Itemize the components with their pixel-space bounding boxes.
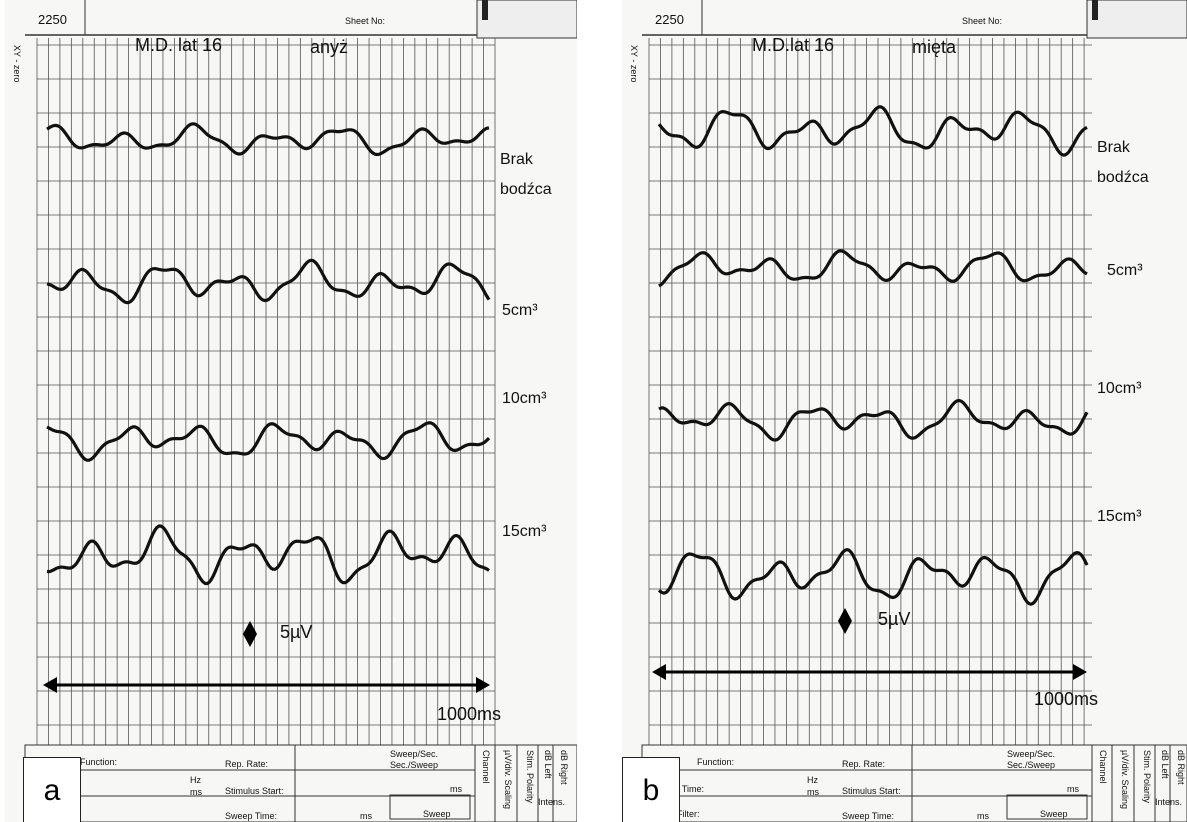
- form-label: / Time:: [677, 784, 705, 794]
- logo-box: [476, 0, 577, 39]
- form-label: Sweep: [1040, 809, 1068, 819]
- form-label: Rep. Rate:: [225, 759, 269, 769]
- sheet-label: Sheet No:: [962, 16, 1003, 26]
- trace-label: 15cm³: [502, 523, 547, 540]
- form-label: Stim. Polarity: [1141, 750, 1152, 804]
- substance: mięta: [912, 37, 957, 57]
- form-label: Stim. Polarity: [524, 750, 535, 804]
- form-label: dB Right: [558, 750, 569, 785]
- sheet-label: Sheet No:: [345, 16, 386, 26]
- trace: [46, 258, 491, 305]
- form-label: Sweep: [423, 809, 451, 819]
- logo-box: [1086, 0, 1187, 39]
- form-label: Sweep Time:: [842, 811, 895, 821]
- trace: [46, 122, 490, 157]
- trace-label: 5cm³: [1107, 262, 1143, 279]
- sweep-box: [389, 794, 471, 820]
- form-label: ms: [1067, 784, 1079, 794]
- form-label: Function:: [80, 757, 118, 767]
- form-label: Stimulus Start:: [842, 786, 901, 796]
- form-label: µV/div. Scaling: [1119, 750, 1130, 810]
- form-label: µV/div. Scaling: [502, 750, 513, 810]
- form-label: Stimulus Start:: [225, 786, 284, 796]
- time-label: 1000ms: [437, 704, 502, 724]
- trace: [658, 249, 1088, 288]
- form-label: Sec./Sweep: [1007, 760, 1056, 770]
- logo-bar: [1092, 0, 1098, 20]
- form-label: Filter:: [677, 809, 700, 819]
- trace-label: 10cm³: [1097, 380, 1142, 397]
- subject: M.D.lat 16: [752, 35, 835, 55]
- substance: anyż: [310, 37, 349, 57]
- time-label: 1000ms: [1034, 689, 1099, 709]
- form-label: ms: [190, 787, 202, 797]
- form-label: Sweep/Sec.: [390, 749, 439, 759]
- subject: M.D. lat 16: [135, 35, 223, 55]
- sweep-box: [1006, 794, 1088, 820]
- form-label: Channel: [480, 750, 491, 784]
- trace: [657, 105, 1088, 157]
- side-label: XY - zero: [628, 45, 639, 83]
- scale-label: 5µV: [280, 622, 313, 642]
- chart-paper: [24, 0, 577, 822]
- form: [24, 744, 577, 822]
- scale-marker: [838, 608, 852, 634]
- form: [641, 744, 1187, 822]
- form-label: Intens.: [538, 797, 566, 807]
- trace-label: Brak bodźca: [500, 151, 552, 199]
- form-label: ms: [977, 811, 989, 821]
- form-label: Hz: [807, 775, 818, 785]
- trace: [658, 398, 1089, 442]
- trace-label: 15cm³: [1097, 508, 1142, 525]
- trace-label: 10cm³: [502, 390, 547, 407]
- panel: 2250 Sheet No: XY - zero M.D. lat 16 anyż Bra…: [5, 0, 577, 822]
- side-label: XY - zero: [11, 45, 22, 83]
- form-label: Function:: [697, 757, 735, 767]
- form-label: ms: [807, 787, 819, 797]
- form-label: Sweep/Sec.: [1007, 749, 1056, 759]
- scale-marker: [243, 621, 257, 647]
- trace-label: 5cm³: [502, 302, 538, 319]
- trace: [46, 524, 490, 586]
- logo-bar: [482, 0, 488, 20]
- form-label: Intens.: [1155, 797, 1183, 807]
- form-label: Channel: [1097, 750, 1108, 784]
- form-label: ms: [450, 784, 462, 794]
- trace: [657, 548, 1089, 606]
- sheet-number: 2250: [38, 12, 67, 27]
- panel-letter: a: [23, 757, 81, 822]
- scale-label: 5µV: [878, 609, 911, 629]
- form-label: dB Left: [542, 750, 553, 779]
- trace-label: Brak bodźca: [1097, 139, 1149, 187]
- panel: 2250 Sheet No: XY - zero M.D.lat 16 mięta Bra…: [622, 0, 1187, 822]
- form-label: Rep. Rate:: [842, 759, 886, 769]
- form-label: dB Left: [1159, 750, 1170, 779]
- form-label: Sec./Sweep: [390, 760, 439, 770]
- chart-paper: [641, 0, 1187, 822]
- trace: [46, 421, 491, 462]
- form-label: Sweep Time:: [225, 811, 278, 821]
- form-label: Hz: [190, 775, 201, 785]
- panel-letter: b: [622, 757, 680, 822]
- sheet-number: 2250: [655, 12, 684, 27]
- form-label: dB Right: [1175, 750, 1186, 785]
- form-label: ms: [360, 811, 372, 821]
